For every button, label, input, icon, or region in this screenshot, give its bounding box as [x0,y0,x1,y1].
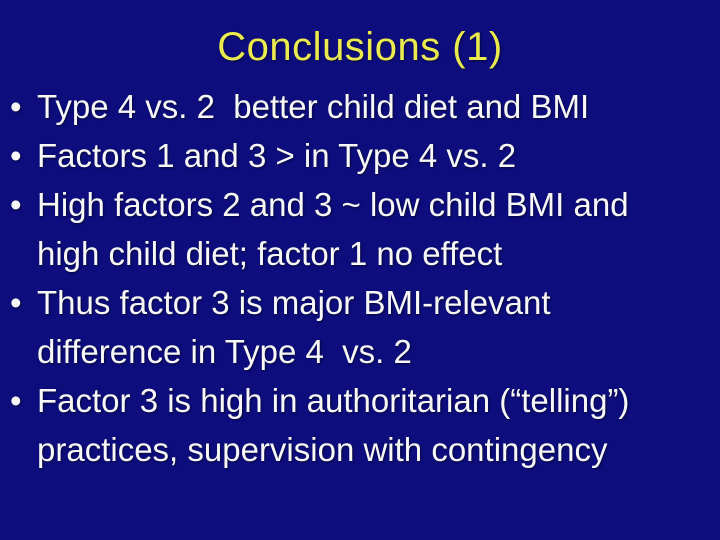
bullet-item: • High factors 2 and 3 ~ low child BMI a… [8,180,714,278]
bullet-item: • Thus factor 3 is major BMI-relevant di… [8,278,714,376]
bullet-text: High factors 2 and 3 ~ low child BMI and… [37,180,714,278]
bullet-text: Type 4 vs. 2 better child diet and BMI [37,82,714,131]
bullet-marker: • [10,284,22,321]
bullet-line: difference in Type 4 vs. 2 [37,333,412,370]
bullet-item: • Factor 3 is high in authoritarian (“te… [8,376,714,474]
bullet-marker: • [10,382,22,419]
bullet-line: Factors 1 and 3 > in Type 4 vs. 2 [37,137,517,174]
bullet-text: Thus factor 3 is major BMI-relevant diff… [37,278,714,376]
bullet-line: Thus factor 3 is major BMI-relevant [37,284,551,321]
bullet-text: Factor 3 is high in authoritarian (“tell… [37,376,714,474]
bullet-line: high child diet; factor 1 no effect [37,235,503,272]
bullet-item: • Factors 1 and 3 > in Type 4 vs. 2 [8,131,714,180]
bullet-list: • Type 4 vs. 2 better child diet and BMI… [8,82,714,474]
bullet-marker: • [10,137,22,174]
bullet-marker: • [10,186,22,223]
bullet-item: • Type 4 vs. 2 better child diet and BMI [8,82,714,131]
bullet-text: Factors 1 and 3 > in Type 4 vs. 2 [37,131,714,180]
bullet-line: High factors 2 and 3 ~ low child BMI and [37,186,629,223]
bullet-line: Type 4 vs. 2 better child diet and BMI [37,88,590,125]
bullet-marker: • [10,88,22,125]
slide-title: Conclusions (1) [217,25,503,69]
bullet-line: Factor 3 is high in authoritarian (“tell… [37,382,630,419]
bullet-line: practices, supervision with contingency [37,431,608,468]
